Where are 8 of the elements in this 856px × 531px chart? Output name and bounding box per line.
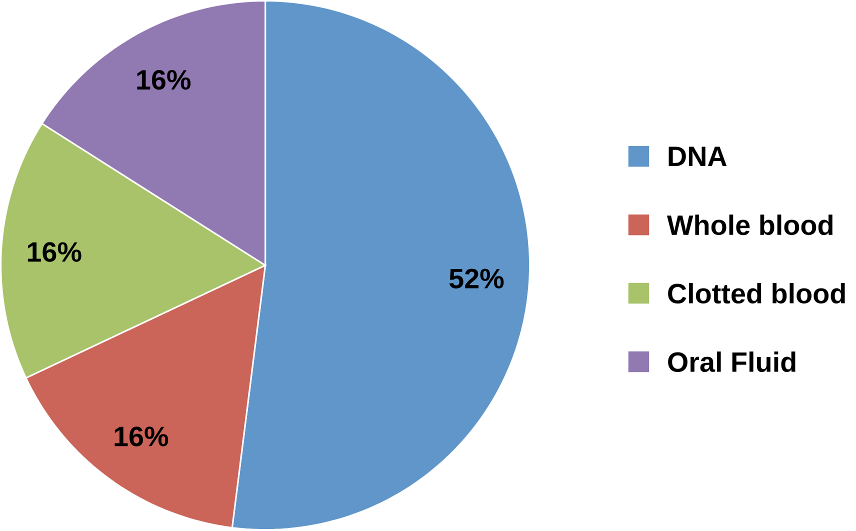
- legend-label: Oral Fluid: [668, 352, 796, 372]
- legend-label: Whole blood: [666, 214, 832, 236]
- data-label: 52%: [449, 268, 504, 289]
- legend-label: DNA: [668, 146, 727, 166]
- data-label: 16%: [114, 426, 168, 447]
- legend-label: Clotted blood: [668, 283, 845, 304]
- data-label: 16%: [28, 242, 82, 262]
- data-label: 16%: [137, 70, 191, 90]
